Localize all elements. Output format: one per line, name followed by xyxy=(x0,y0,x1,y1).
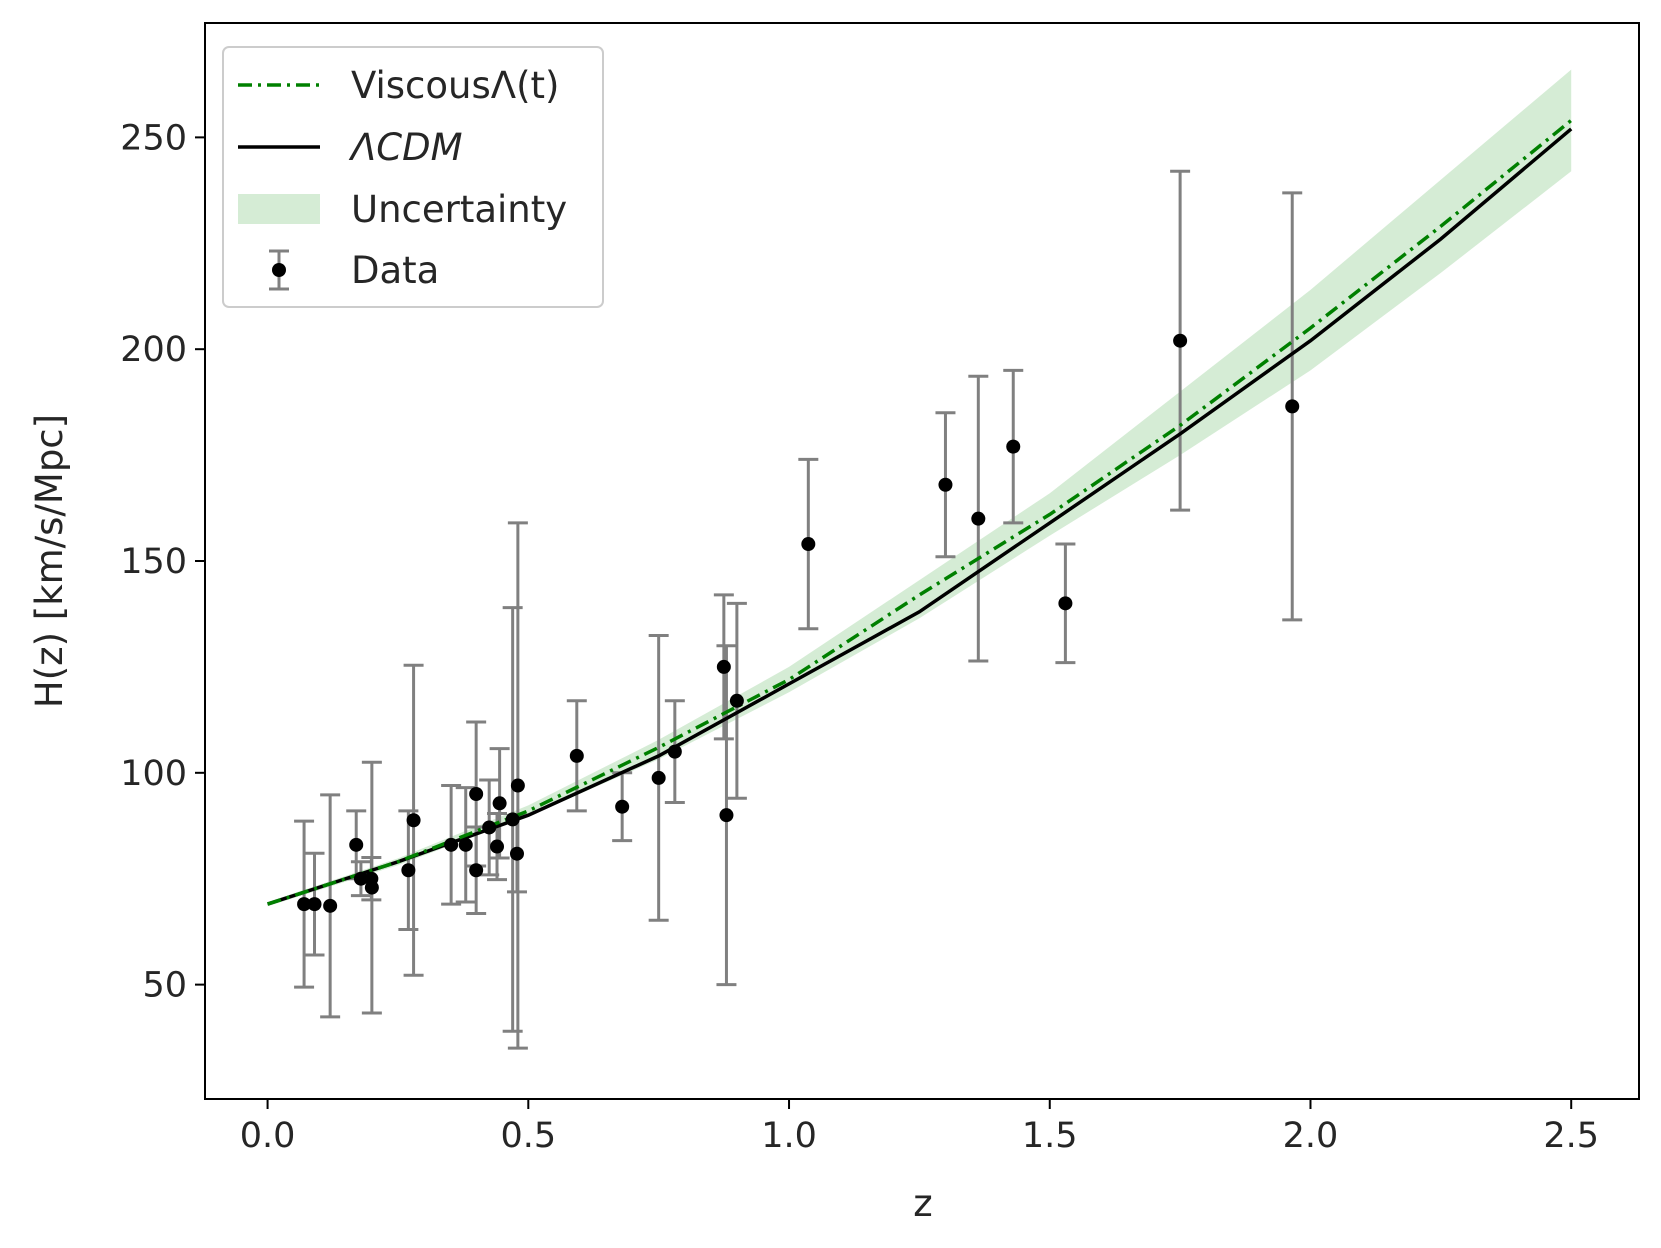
legend-uncertainty-label: Uncertainty xyxy=(351,188,567,231)
y-tick-label: 150 xyxy=(120,542,187,582)
data-point xyxy=(719,808,734,823)
data-point xyxy=(406,813,421,828)
data-point xyxy=(323,898,338,913)
data-point xyxy=(971,511,986,526)
x-tick-label: 2.0 xyxy=(1283,1116,1339,1156)
data-point xyxy=(349,837,364,852)
data-point xyxy=(510,778,525,793)
x-tick-label: 0.0 xyxy=(240,1116,296,1156)
data-point xyxy=(364,880,379,895)
x-tick-label: 1.0 xyxy=(761,1116,817,1156)
data-point xyxy=(729,693,744,708)
data-point xyxy=(801,537,816,552)
x-tick-label: 1.5 xyxy=(1022,1116,1078,1156)
legend-data-label: Data xyxy=(351,249,439,292)
x-tick-label: 0.5 xyxy=(500,1116,556,1156)
data-point xyxy=(667,744,682,759)
legend: ViscousΛ(t) ΛCDM Uncertainty Data xyxy=(222,46,604,308)
data-point xyxy=(938,477,953,492)
legend-viscous-label: ViscousΛ(t) xyxy=(351,64,559,107)
data-point xyxy=(651,770,666,785)
legend-frame xyxy=(222,46,604,308)
legend-lcdm-label: ΛCDM xyxy=(348,126,463,169)
data-point xyxy=(401,863,416,878)
data-point xyxy=(482,820,497,835)
data-point xyxy=(297,897,312,912)
data-point xyxy=(615,799,630,814)
x-axis-ticks: 0.0 0.5 1.0 1.5 2.0 2.5 xyxy=(240,1099,1599,1156)
y-tick-label: 100 xyxy=(120,754,187,794)
data-point xyxy=(1058,596,1073,611)
x-tick-label: 2.5 xyxy=(1543,1116,1599,1156)
data-point xyxy=(492,796,507,811)
data-point xyxy=(1006,439,1021,454)
y-tick-label: 50 xyxy=(142,966,187,1006)
data-point xyxy=(444,837,459,852)
data-point xyxy=(353,871,368,886)
x-axis-label: z xyxy=(913,1182,932,1225)
legend-data-swatch xyxy=(269,249,289,291)
data-point-layer xyxy=(297,333,1300,913)
data-point xyxy=(716,659,731,674)
data-point xyxy=(505,812,520,827)
y-tick-label: 200 xyxy=(120,330,187,370)
data-point xyxy=(458,837,473,852)
viscous-line xyxy=(267,119,1573,906)
data-point xyxy=(1173,333,1188,348)
data-point xyxy=(469,786,484,801)
y-axis-ticks: 50 100 150 200 250 xyxy=(120,118,205,1006)
y-axis-label: H(z) [km/s/Mpc] xyxy=(28,414,71,708)
data-point xyxy=(469,863,484,878)
data-point xyxy=(490,839,505,854)
data-point xyxy=(509,846,524,861)
data-point xyxy=(569,748,584,763)
y-tick-label: 250 xyxy=(120,118,187,158)
data-point xyxy=(307,897,322,912)
data-point xyxy=(1285,399,1300,414)
legend-uncertainty-swatch xyxy=(238,194,320,224)
